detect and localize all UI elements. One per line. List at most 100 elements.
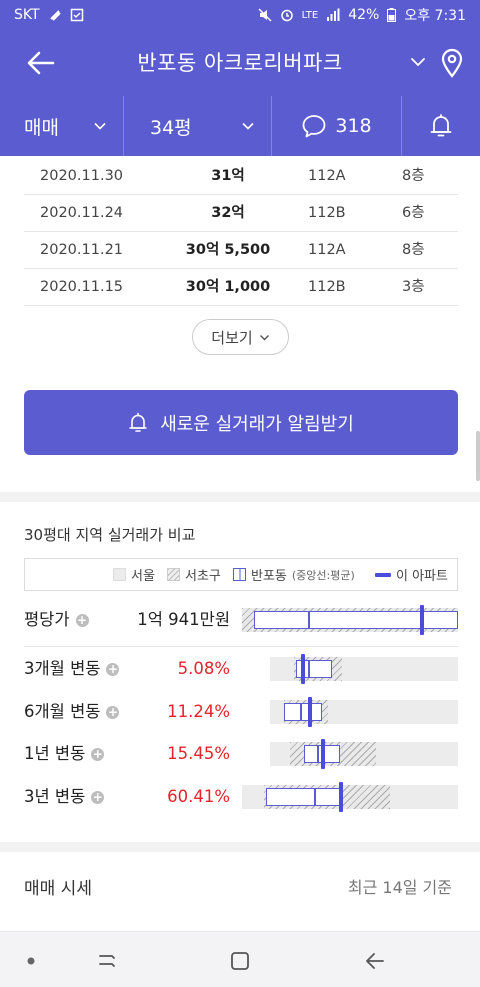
- more-button[interactable]: 더보기: [192, 319, 289, 355]
- transaction-row: 2020.11.15 30억 1,000 112B 3층: [24, 269, 458, 306]
- transaction-date: 2020.11.30: [40, 168, 124, 184]
- change-row-3y: 3년 변동 + 60.41%: [24, 777, 458, 817]
- page-title[interactable]: 반포동 아크로리버파크: [137, 51, 343, 75]
- transaction-price: 32억: [211, 205, 245, 221]
- info-plus-icon[interactable]: +: [106, 704, 120, 719]
- this-apt-marker: [420, 605, 424, 635]
- content-area[interactable]: 2020.11.30 31억 112A 8층 2020.11.24 32억 11…: [0, 156, 480, 931]
- transaction-type: 112A: [308, 242, 346, 258]
- battery-percent: 42%: [348, 7, 380, 23]
- this-apt-marker: [321, 739, 325, 769]
- banpo-average-line: [317, 745, 319, 763]
- legend-swatch: [233, 568, 246, 581]
- transaction-type: 112A: [308, 168, 346, 184]
- home-icon[interactable]: [229, 950, 251, 972]
- transaction-type: 112B: [308, 279, 346, 295]
- transaction-row: 2020.11.30 31억 112A 8층: [24, 158, 458, 195]
- metric-label-text: 6개월 변동: [24, 702, 101, 721]
- price-alert-label: 새로운 실거래가 알림받기: [160, 413, 354, 435]
- app-header: 반포동 아크로리버파크: [0, 30, 480, 96]
- legend-label: 서초구: [185, 569, 221, 584]
- metric-label-text: 3개월 변동: [24, 659, 101, 678]
- filter-tabs: 매매 34평 318: [0, 96, 480, 156]
- transaction-type: 112B: [308, 205, 346, 221]
- section-divider: [0, 842, 480, 852]
- signal-icon: [327, 8, 340, 21]
- app-notification-icon: [49, 10, 61, 21]
- trade-type-label: 매매: [24, 116, 59, 139]
- info-plus-icon[interactable]: +: [91, 746, 105, 761]
- metric-label: 1년 변동 +: [24, 734, 105, 774]
- metric-value: 11.24%: [167, 702, 230, 721]
- range-bar: [270, 654, 458, 684]
- system-nav-bar: [0, 931, 480, 987]
- dot-icon: [27, 957, 35, 965]
- status-bar: SKT LTE 42% 오후 7:31: [0, 0, 480, 30]
- chevron-down-icon[interactable]: [408, 52, 428, 72]
- banpo-range: [296, 660, 332, 678]
- transaction-floor: 8층: [402, 168, 425, 184]
- chevron-down-icon: [94, 122, 106, 130]
- metric-label: 3개월 변동 +: [24, 649, 120, 689]
- location-pin-icon[interactable]: [440, 48, 464, 78]
- transaction-floor: 6층: [402, 205, 425, 221]
- transaction-floor: 8층: [402, 242, 425, 258]
- this-apt-marker: [308, 697, 312, 727]
- trade-type-select[interactable]: 매매: [0, 96, 124, 156]
- scrollbar[interactable]: [476, 431, 480, 481]
- change-row-6m: 6개월 변동 + 11.24%: [24, 692, 458, 732]
- info-plus-icon[interactable]: +: [106, 661, 120, 676]
- legend-swatch: [167, 568, 180, 581]
- legend-seoul: 서울: [113, 559, 155, 590]
- comparison-title: 30평대 지역 실거래가 비교: [24, 526, 196, 544]
- legend-seocho: 서초구: [167, 559, 221, 590]
- banpo-average-line: [308, 611, 310, 629]
- clock: 오후 7:31: [404, 8, 466, 24]
- comment-count: 318: [335, 115, 372, 137]
- section-divider: [0, 492, 480, 502]
- legend-this-apt: 이 아파트: [375, 559, 448, 590]
- legend-label: 이 아파트: [396, 569, 448, 584]
- bell-icon: [129, 412, 147, 432]
- size-select[interactable]: 34평: [124, 96, 272, 156]
- back-icon[interactable]: [364, 950, 386, 972]
- transaction-date: 2020.11.24: [40, 205, 124, 221]
- legend-label: 반포동: [251, 569, 287, 584]
- metric-value: 5.08%: [177, 659, 230, 678]
- metric-label: 6개월 변동 +: [24, 692, 120, 732]
- comments-tab[interactable]: 318: [272, 96, 402, 156]
- recent-apps-icon[interactable]: [96, 950, 118, 972]
- legend-swatch: [375, 572, 391, 577]
- metric-value: 1억 941만원: [137, 610, 230, 629]
- checklist-icon: [70, 8, 83, 22]
- this-apt-marker: [301, 654, 305, 684]
- metric-label: 3년 변동 +: [24, 777, 105, 817]
- info-plus-icon[interactable]: +: [75, 612, 89, 627]
- legend-note: (중앙선:평균): [291, 568, 355, 582]
- change-row-3m: 3개월 변동 + 5.08%: [24, 649, 458, 689]
- this-apt-marker: [339, 782, 343, 812]
- metric-value: 60.41%: [167, 787, 230, 806]
- transaction-price: 31억: [211, 168, 245, 184]
- market-price-basis: 최근 14일 기준: [347, 878, 452, 897]
- metric-value: 15.45%: [167, 744, 230, 763]
- back-arrow-icon[interactable]: [26, 48, 56, 78]
- legend-label: 서울: [131, 569, 155, 584]
- transaction-price: 30억 1,000: [185, 279, 271, 295]
- info-plus-icon[interactable]: +: [91, 789, 105, 804]
- price-alert-button[interactable]: 새로운 실거래가 알림받기: [24, 390, 458, 455]
- size-label: 34평: [150, 116, 192, 139]
- comparison-legend: 서울 서초구 반포동 (중앙선:평균) 이 아파트: [24, 558, 458, 591]
- row-divider: [24, 646, 458, 647]
- price-per-pyeong-row: 평당가 + 1억 941만원: [24, 600, 458, 640]
- more-label: 더보기: [211, 328, 253, 347]
- notification-button[interactable]: [402, 96, 480, 156]
- metric-label-text: 평당가: [24, 610, 70, 629]
- battery-icon: [387, 8, 397, 22]
- range-bar: [270, 739, 458, 769]
- metric-label-text: 3년 변동: [24, 787, 86, 806]
- lte-label: LTE: [301, 9, 319, 21]
- transaction-row: 2020.11.24 32억 112B 6층: [24, 195, 458, 232]
- transaction-floor: 3층: [402, 279, 425, 295]
- transaction-price: 30억 5,500: [185, 242, 271, 258]
